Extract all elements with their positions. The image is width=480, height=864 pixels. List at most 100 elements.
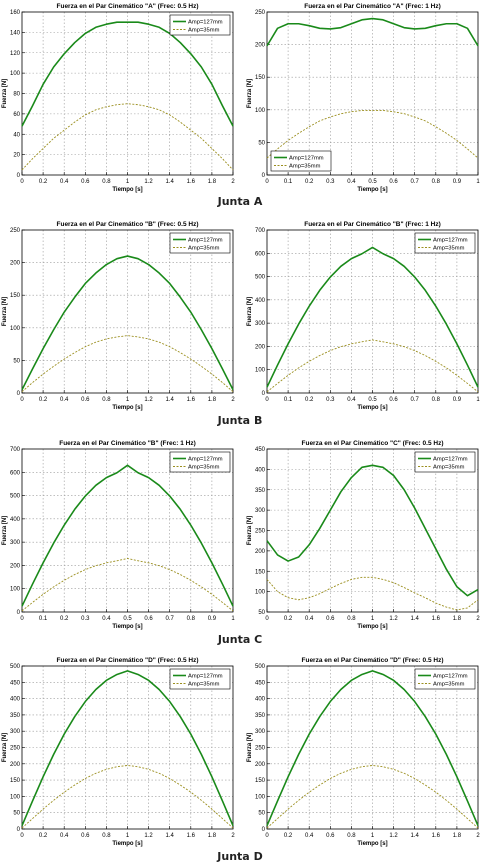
legend: Amp=127mm Amp=35mm — [169, 232, 231, 254]
x-tick-label: 0.8 — [102, 397, 111, 403]
y-tick-label: 40 — [13, 132, 20, 138]
x-axis-label: Tiempo [s] — [112, 624, 142, 630]
series-line-amp-127mm — [266, 670, 479, 827]
y-tick-label: 100 — [10, 326, 21, 332]
x-tick-label: 0.9 — [208, 616, 217, 622]
y-tick-label: 500 — [255, 275, 266, 281]
x-tick-label: 0.4 — [60, 833, 69, 839]
x-tick-label: 0.9 — [453, 179, 462, 185]
x-axis-label: Tiempo [s] — [112, 187, 142, 193]
chart-3: 0 0.2 0.4 0.6 0.8 1 1.2 1.4 1.6 1.8 2 0 50 100 150 200 2… — [2, 221, 235, 411]
legend-box — [414, 668, 476, 690]
y-tick-label: 200 — [10, 762, 21, 768]
x-tick-label: 0.4 — [305, 616, 314, 622]
y-axis-label: Fuerza [N] — [247, 516, 253, 545]
y-tick-label: 80 — [13, 92, 20, 98]
series-line-amp-127mm — [266, 464, 479, 597]
caption-junta-c: Junta C — [217, 633, 263, 646]
x-tick-label: 1.8 — [208, 397, 217, 403]
y-tick-label: 350 — [255, 713, 266, 719]
legend: Amp=127mm Amp=35mm — [169, 14, 231, 36]
x-tick-label: 2 — [476, 833, 480, 839]
x-tick-label: 0.2 — [305, 179, 314, 185]
chart-7: 0 0.2 0.4 0.6 0.8 1 1.2 1.4 1.6 1.8 2 0 50 100 150 200 2… — [2, 657, 235, 847]
y-tick-label: 200 — [255, 549, 266, 555]
x-tick-label: 0 — [20, 833, 24, 839]
x-tick-label: 0.5 — [368, 179, 377, 185]
x-tick-label: 1.6 — [187, 833, 196, 839]
x-tick-label: 0.8 — [347, 833, 356, 839]
plot-frame — [266, 229, 479, 394]
y-tick-label: 150 — [10, 778, 21, 784]
x-tick-label: 0.8 — [187, 616, 196, 622]
x-tick-label: 0.3 — [81, 616, 90, 622]
x-tick-label: 0.6 — [326, 616, 335, 622]
y-tick-label: 50 — [258, 140, 265, 146]
x-tick-label: 1.6 — [432, 616, 441, 622]
series-line-amp-35mm — [266, 109, 479, 159]
y-tick-label: 100 — [255, 108, 266, 114]
y-tick-label: 350 — [255, 488, 266, 494]
y-tick-label: 0 — [17, 173, 21, 179]
y-tick-label: 50 — [13, 811, 20, 817]
y-tick-label: 200 — [255, 43, 266, 49]
legend-entry: Amp=35mm — [188, 465, 220, 471]
legend: Amp=127mm Amp=35mm — [169, 668, 231, 690]
legend-entry: Amp=35mm — [433, 246, 465, 252]
y-tick-label: 500 — [255, 664, 266, 670]
x-axis-label: Tiempo [s] — [357, 624, 387, 630]
y-tick-label: 0 — [262, 391, 266, 397]
x-tick-label: 0.4 — [102, 616, 111, 622]
x-tick-label: 1.2 — [144, 833, 153, 839]
legend-entry: Amp=127mm — [433, 238, 468, 244]
y-tick-label: 50 — [258, 610, 265, 616]
y-tick-label: 300 — [255, 321, 266, 327]
caption-junta-d: Junta D — [217, 850, 263, 863]
x-tick-label: 1.6 — [432, 833, 441, 839]
x-tick-label: 0.2 — [39, 833, 48, 839]
legend-entry: Amp=127mm — [188, 238, 223, 244]
legend-entry: Amp=127mm — [188, 674, 223, 680]
series-line-amp-127mm — [21, 670, 234, 827]
legend: Amp=127mm Amp=35mm — [169, 451, 231, 473]
x-tick-label: 1.8 — [208, 179, 217, 185]
x-tick-label: 1.8 — [453, 833, 462, 839]
y-tick-label: 150 — [10, 293, 21, 299]
y-tick-label: 100 — [10, 587, 21, 593]
x-tick-label: 0.8 — [347, 616, 356, 622]
series-line-amp-127mm — [21, 464, 234, 607]
chart-title: Fuerza en el Par Cinemático "B" (Frec: 0… — [57, 221, 199, 228]
x-tick-label: 1.2 — [144, 179, 153, 185]
x-tick-label: 1 — [371, 833, 375, 839]
y-tick-label: 450 — [10, 680, 21, 686]
x-tick-label: 2 — [231, 397, 235, 403]
plot-frame — [266, 665, 479, 830]
series-line-amp-35mm — [21, 103, 234, 171]
x-tick-label: 0.6 — [81, 833, 90, 839]
y-tick-label: 60 — [13, 112, 20, 118]
x-tick-label: 0 — [265, 833, 269, 839]
x-tick-label: 0.2 — [305, 397, 314, 403]
x-tick-label: 1.4 — [411, 833, 420, 839]
legend-entry: Amp=35mm — [433, 465, 465, 471]
chart-6: 0 0.2 0.4 0.6 0.8 1 1.2 1.4 1.6 1.8 25010015020025… — [247, 440, 480, 630]
y-tick-label: 300 — [255, 729, 266, 735]
x-tick-label: 1.6 — [187, 397, 196, 403]
x-tick-label: 1 — [126, 833, 130, 839]
series-line-amp-127mm — [266, 17, 479, 47]
chart-title: Fuerza en el Par Cinemático "D" (Frec: 0… — [302, 657, 444, 664]
y-tick-label: 400 — [10, 697, 21, 703]
x-tick-label: 1 — [126, 397, 130, 403]
chart-8: 0 0.2 0.4 0.6 0.8 1 1.2 1.4 1.6 1.8 2 0 50 100 150 200 2… — [247, 657, 480, 847]
legend-entry: Amp=127mm — [433, 674, 468, 680]
legend: Amp=127mm Amp=35mm — [414, 232, 476, 254]
y-tick-label: 400 — [255, 298, 266, 304]
series-line-amp-35mm — [266, 339, 479, 393]
x-tick-label: 1.4 — [166, 833, 175, 839]
y-tick-label: 160 — [10, 10, 21, 16]
x-tick-label: 0.8 — [102, 833, 111, 839]
x-tick-label: 1.4 — [166, 179, 175, 185]
y-tick-label: 400 — [255, 467, 266, 473]
x-tick-label: 0 — [265, 616, 269, 622]
